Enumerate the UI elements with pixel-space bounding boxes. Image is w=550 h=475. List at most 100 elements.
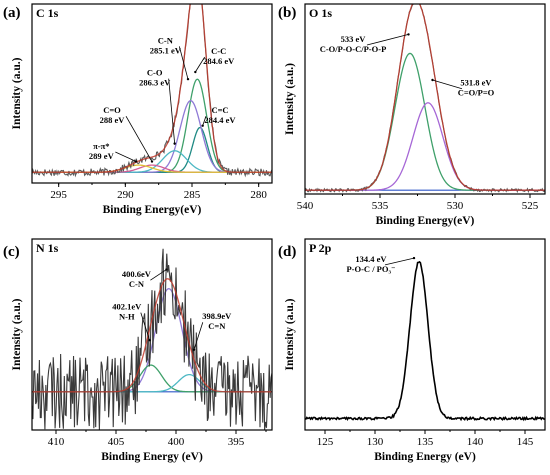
panel-title: O 1s: [309, 6, 332, 20]
y-axis-label: Intensity (a.u.): [284, 298, 296, 370]
raw-spectrum: [305, 262, 545, 420]
x-tick-label: 285: [184, 189, 201, 201]
x-tick-label: 530: [447, 200, 464, 212]
annotation-text: 284.6 eV: [203, 56, 235, 66]
annotation-text: 284.4 eV: [204, 115, 236, 125]
annotation-leader: [126, 116, 152, 161]
x-tick-label: 295: [50, 189, 67, 201]
x-tick-label: 535: [372, 200, 389, 212]
annotation-text: π-π*: [93, 141, 109, 151]
annotation-leader: [385, 258, 414, 265]
y-axis-label: Intensity (a.u.): [284, 63, 296, 135]
annotation-text: 289 eV: [89, 151, 115, 161]
annotation-point: [194, 71, 196, 73]
x-tick-label: 400: [168, 436, 185, 448]
panel-b: 540 535 530 525 Binding Energy(eV) Intensity …: [278, 0, 545, 227]
annotation-text: P-O-C / PO₃⁻: [346, 264, 395, 274]
annotation-text: 402.1eV: [112, 302, 142, 312]
x-tick-label: 145: [517, 436, 534, 448]
peak-annotation: π-π*289 eV: [89, 141, 137, 163]
annotation-point: [413, 257, 415, 259]
annotation-leader: [194, 322, 203, 350]
x-tick-label: 525: [522, 200, 539, 212]
x-axis-label: Binding Energy(eV): [103, 204, 202, 216]
annotation-text: 400.6eV: [122, 269, 152, 279]
y-axis-label: Intensity (a.u.): [11, 57, 23, 129]
panel-d: 125 130 135 140 145 Binding Energy (eV) Intens…: [278, 239, 545, 463]
plot-area: [32, 249, 272, 430]
annotation-text: C-C: [211, 46, 226, 56]
plot-area: [305, 262, 545, 420]
annotation-text: 288 eV: [100, 115, 126, 125]
plot-frame: [305, 4, 545, 194]
component-peak-2: [305, 103, 545, 190]
annotation-point: [193, 349, 195, 351]
x-tick-label: 405: [108, 436, 125, 448]
annotation-point: [407, 33, 409, 35]
x-tick-label: 540: [297, 200, 314, 212]
x-tick-label: 410: [48, 436, 65, 448]
x-tick-label: 135: [417, 436, 434, 448]
peak-annotation: 531.8 eVC=O/P=O: [431, 78, 494, 98]
y-axis-label: Intensity (a.u.): [11, 298, 23, 370]
panel-title: P 2p: [309, 241, 332, 255]
x-tick-label: 125: [317, 436, 334, 448]
annotation-text: 286.3 eV: [139, 78, 171, 88]
annotation-leader: [115, 152, 136, 162]
peak-annotation: 134.4 eVP-O-C / PO₃⁻: [346, 254, 415, 274]
annotation-leader: [179, 46, 188, 79]
annotation-text: C-N: [158, 35, 174, 45]
panel-tag: (c): [3, 244, 20, 260]
annotation-point: [151, 160, 153, 162]
annotation-text: C-O: [147, 68, 163, 78]
annotation-point: [173, 142, 175, 144]
panel-tag: (b): [278, 5, 296, 21]
annotation-point: [201, 125, 203, 127]
x-tick-label: 290: [117, 189, 134, 201]
raw-spectrum: [32, 0, 272, 176]
annotation-text: C-O/P-O-C/P-O-P: [320, 44, 387, 54]
annotation-text: 398.9eV: [202, 311, 232, 321]
x-tick-label: 140: [467, 436, 484, 448]
peak-annotation: 533 eVC-O/P-O-C/P-O-P: [320, 33, 410, 54]
annotation-point: [431, 79, 433, 81]
x-axis-label: Binding Energy(eV): [376, 215, 475, 227]
plot-frame: [305, 239, 545, 430]
plot-area: [32, 0, 272, 176]
annotation-leader: [367, 34, 409, 45]
annotation-point: [135, 160, 137, 162]
plot-area: [305, 0, 545, 192]
raw-spectrum: [305, 0, 545, 192]
annotation-point: [187, 78, 189, 80]
annotation-text: 285.1 eV: [150, 45, 182, 55]
panel-c: 410 405 400 395 Binding Energy (eV) Intensity…: [3, 239, 272, 463]
annotation-text: C=O: [103, 105, 121, 115]
x-axis-label: Binding Energy (eV): [374, 451, 476, 463]
panel-tag: (a): [3, 5, 21, 21]
annotation-text: C-N: [129, 279, 145, 289]
annotation-text: N-H: [119, 312, 135, 322]
annotation-text: 134.4 eV: [355, 254, 387, 264]
peak-annotation: C-O286.3 eV: [139, 68, 176, 145]
panel-a: 295 290 285 280 Binding Energy(eV) Intensity …: [3, 0, 272, 216]
annotation-text: C=O/P=O: [458, 88, 495, 98]
component-peak-1: [305, 53, 545, 190]
x-tick-label: 280: [250, 189, 267, 201]
x-axis-label: Binding Energy (eV): [101, 451, 203, 463]
plot-frame: [32, 4, 272, 183]
annotation-text: 531.8 eV: [460, 78, 492, 88]
panel-title: N 1s: [36, 241, 59, 255]
fitted-envelope: [305, 0, 545, 190]
panel-title: C 1s: [36, 6, 59, 20]
annotation-text: C=C: [211, 105, 228, 115]
x-tick-label: 395: [228, 436, 245, 448]
annotation-point: [165, 268, 167, 270]
panel-tag: (d): [278, 244, 296, 260]
annotation-text: C=N: [208, 321, 226, 331]
annotation-text: 533 eV: [341, 34, 367, 44]
